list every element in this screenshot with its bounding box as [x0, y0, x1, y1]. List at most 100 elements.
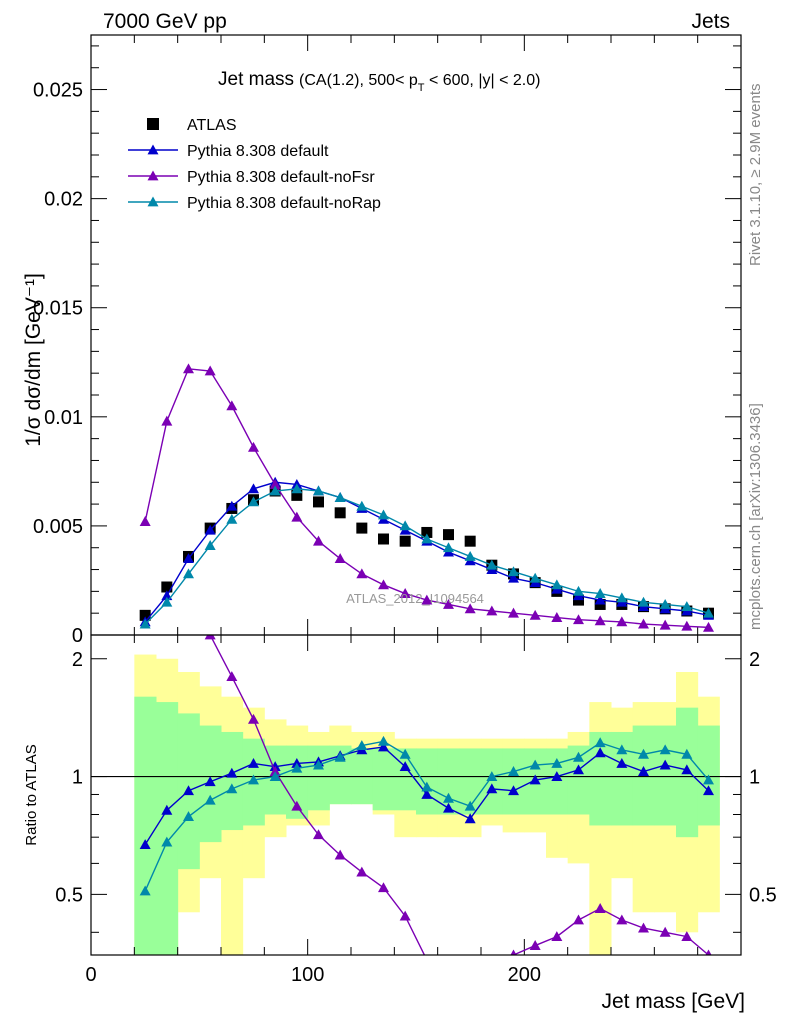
ratio-point-noRap [183, 811, 194, 822]
ratio-ytick-label: 0.5 [55, 884, 83, 906]
series-point-default [183, 553, 194, 564]
ratio-point-noFsr [313, 829, 324, 840]
series-point-noFsr [659, 619, 671, 630]
series-point-noFsr [291, 511, 303, 522]
ratio-point-noFsr [399, 910, 411, 921]
ratio-point-noRap [399, 748, 411, 759]
main-data [139, 363, 714, 632]
ratio-point-noRap [161, 836, 173, 847]
band-inner-bin [567, 745, 590, 815]
main-ytick-label: 0.015 [33, 298, 83, 320]
ratio-point-noRap [313, 759, 324, 770]
main-ytick-label: 0.005 [33, 516, 83, 538]
chart-title: Jet mass [218, 69, 294, 90]
series-point-default [594, 594, 606, 605]
series-point-noFsr [161, 415, 173, 426]
series-point-noRap [703, 607, 714, 618]
ratio-point-noFsr [161, 517, 172, 527]
ratio-point-noRap [573, 751, 584, 762]
ratio-point-noRap [443, 792, 454, 803]
atlas-data-point [464, 535, 476, 547]
ratio-point-noRap [508, 766, 519, 776]
ratio-point-default [551, 771, 563, 781]
ratio-point-noFsr [705, 949, 712, 955]
series-point-noRap [486, 559, 498, 570]
ratio-point-noRap [486, 771, 498, 781]
ratio-point-noFsr [594, 903, 606, 913]
ratio-point-noRap [269, 771, 281, 781]
ratio-point-noFsr [659, 926, 671, 937]
ratio-point-default [659, 759, 671, 770]
series-point-noRap [313, 485, 324, 496]
band-inner-bin [611, 731, 634, 826]
chart-subtitle-pre: (CA(1.2), 500< p [299, 72, 418, 89]
series-point-noFsr [356, 568, 368, 579]
ratio-point-default [183, 785, 194, 796]
ratio-ytick-label: 2 [72, 649, 83, 671]
band-inner-bin [654, 725, 677, 826]
ratio-point-noRap [334, 751, 346, 762]
series-point-noRap [638, 596, 649, 607]
ratio-point-noFsr [291, 800, 303, 811]
series-point-noFsr [139, 516, 151, 526]
band-inner-bin [372, 748, 395, 811]
ratio-point-noRap [204, 794, 216, 805]
series-point-noRap [681, 601, 693, 612]
watermark: ATLAS_2012_I1094564 [346, 591, 484, 606]
series-point-default [204, 524, 216, 535]
series-point-noRap [616, 592, 628, 603]
ratio-point-noRap [464, 800, 476, 811]
atlas-data-point [378, 533, 389, 545]
ratio-point-noRap [703, 774, 714, 785]
series-point-noFsr [464, 603, 476, 614]
series-point-default [226, 500, 238, 511]
ratio-point-default [399, 761, 411, 772]
series-point-noFsr [529, 609, 541, 620]
ratio-point-default [464, 813, 476, 824]
band-inner-bin [307, 745, 330, 811]
legend: ATLAS Pythia 8.308 default Pythia 8.308 de… [128, 117, 381, 212]
band-inner-bin [437, 748, 460, 815]
ratio-point-noFsr [140, 472, 151, 482]
ratio-ytick-label-right: 2 [749, 649, 760, 671]
ratio-panel: 0.5 0.51 12 20 100 200 [55, 472, 777, 986]
series-point-noFsr [443, 598, 454, 609]
series-point-noFsr [486, 605, 498, 616]
series-point-noFsr [226, 400, 238, 411]
atlas-data-point [421, 526, 433, 538]
series-point-noFsr [334, 553, 346, 564]
series-point-noRap [659, 598, 671, 609]
ratio-frame [90, 634, 742, 956]
ratio-point-default [443, 802, 454, 813]
series-point-noFsr [421, 594, 433, 605]
ratio-xtick-label: 200 [508, 964, 541, 986]
atlas-data-point [334, 507, 346, 519]
main-title: Jet mass (CA(1.2), 500< pT < 600, |y| < 2… [218, 69, 540, 94]
ratio-bands [134, 654, 720, 955]
main-ylabel: 1/σ dσ/dm [GeV⁻¹] [22, 273, 45, 447]
series-point-noRap [161, 596, 173, 607]
series-point-noFsr [248, 441, 259, 452]
ratio-point-default [161, 804, 173, 815]
ratio-point-noRap [594, 737, 606, 748]
series-point-noRap [248, 496, 259, 507]
series-point-default [248, 483, 259, 494]
series-point-noRap [291, 483, 303, 494]
series-point-noFsr [399, 588, 411, 598]
series-point-noRap [421, 533, 433, 544]
side-label-mcplots: mcplots.cern.ch [arXiv:1306.3436] [747, 403, 764, 630]
series-point-noFsr [573, 614, 584, 625]
band-inner-bin [134, 696, 157, 955]
ratio-ytick-label-right: 0.5 [749, 884, 777, 906]
ratio-point-noFsr [551, 931, 563, 942]
legend-marker-atlas [147, 118, 159, 130]
series-point-noRap [378, 509, 389, 520]
ratio-point-default [226, 767, 238, 778]
ratio-line-noFsr [209, 635, 709, 955]
ratio-point-noRap [356, 740, 368, 750]
series-point-noRap [269, 485, 281, 496]
ratio-point-default [486, 783, 498, 794]
ratio-point-noFsr [378, 882, 389, 893]
series-point-noFsr [638, 618, 649, 629]
